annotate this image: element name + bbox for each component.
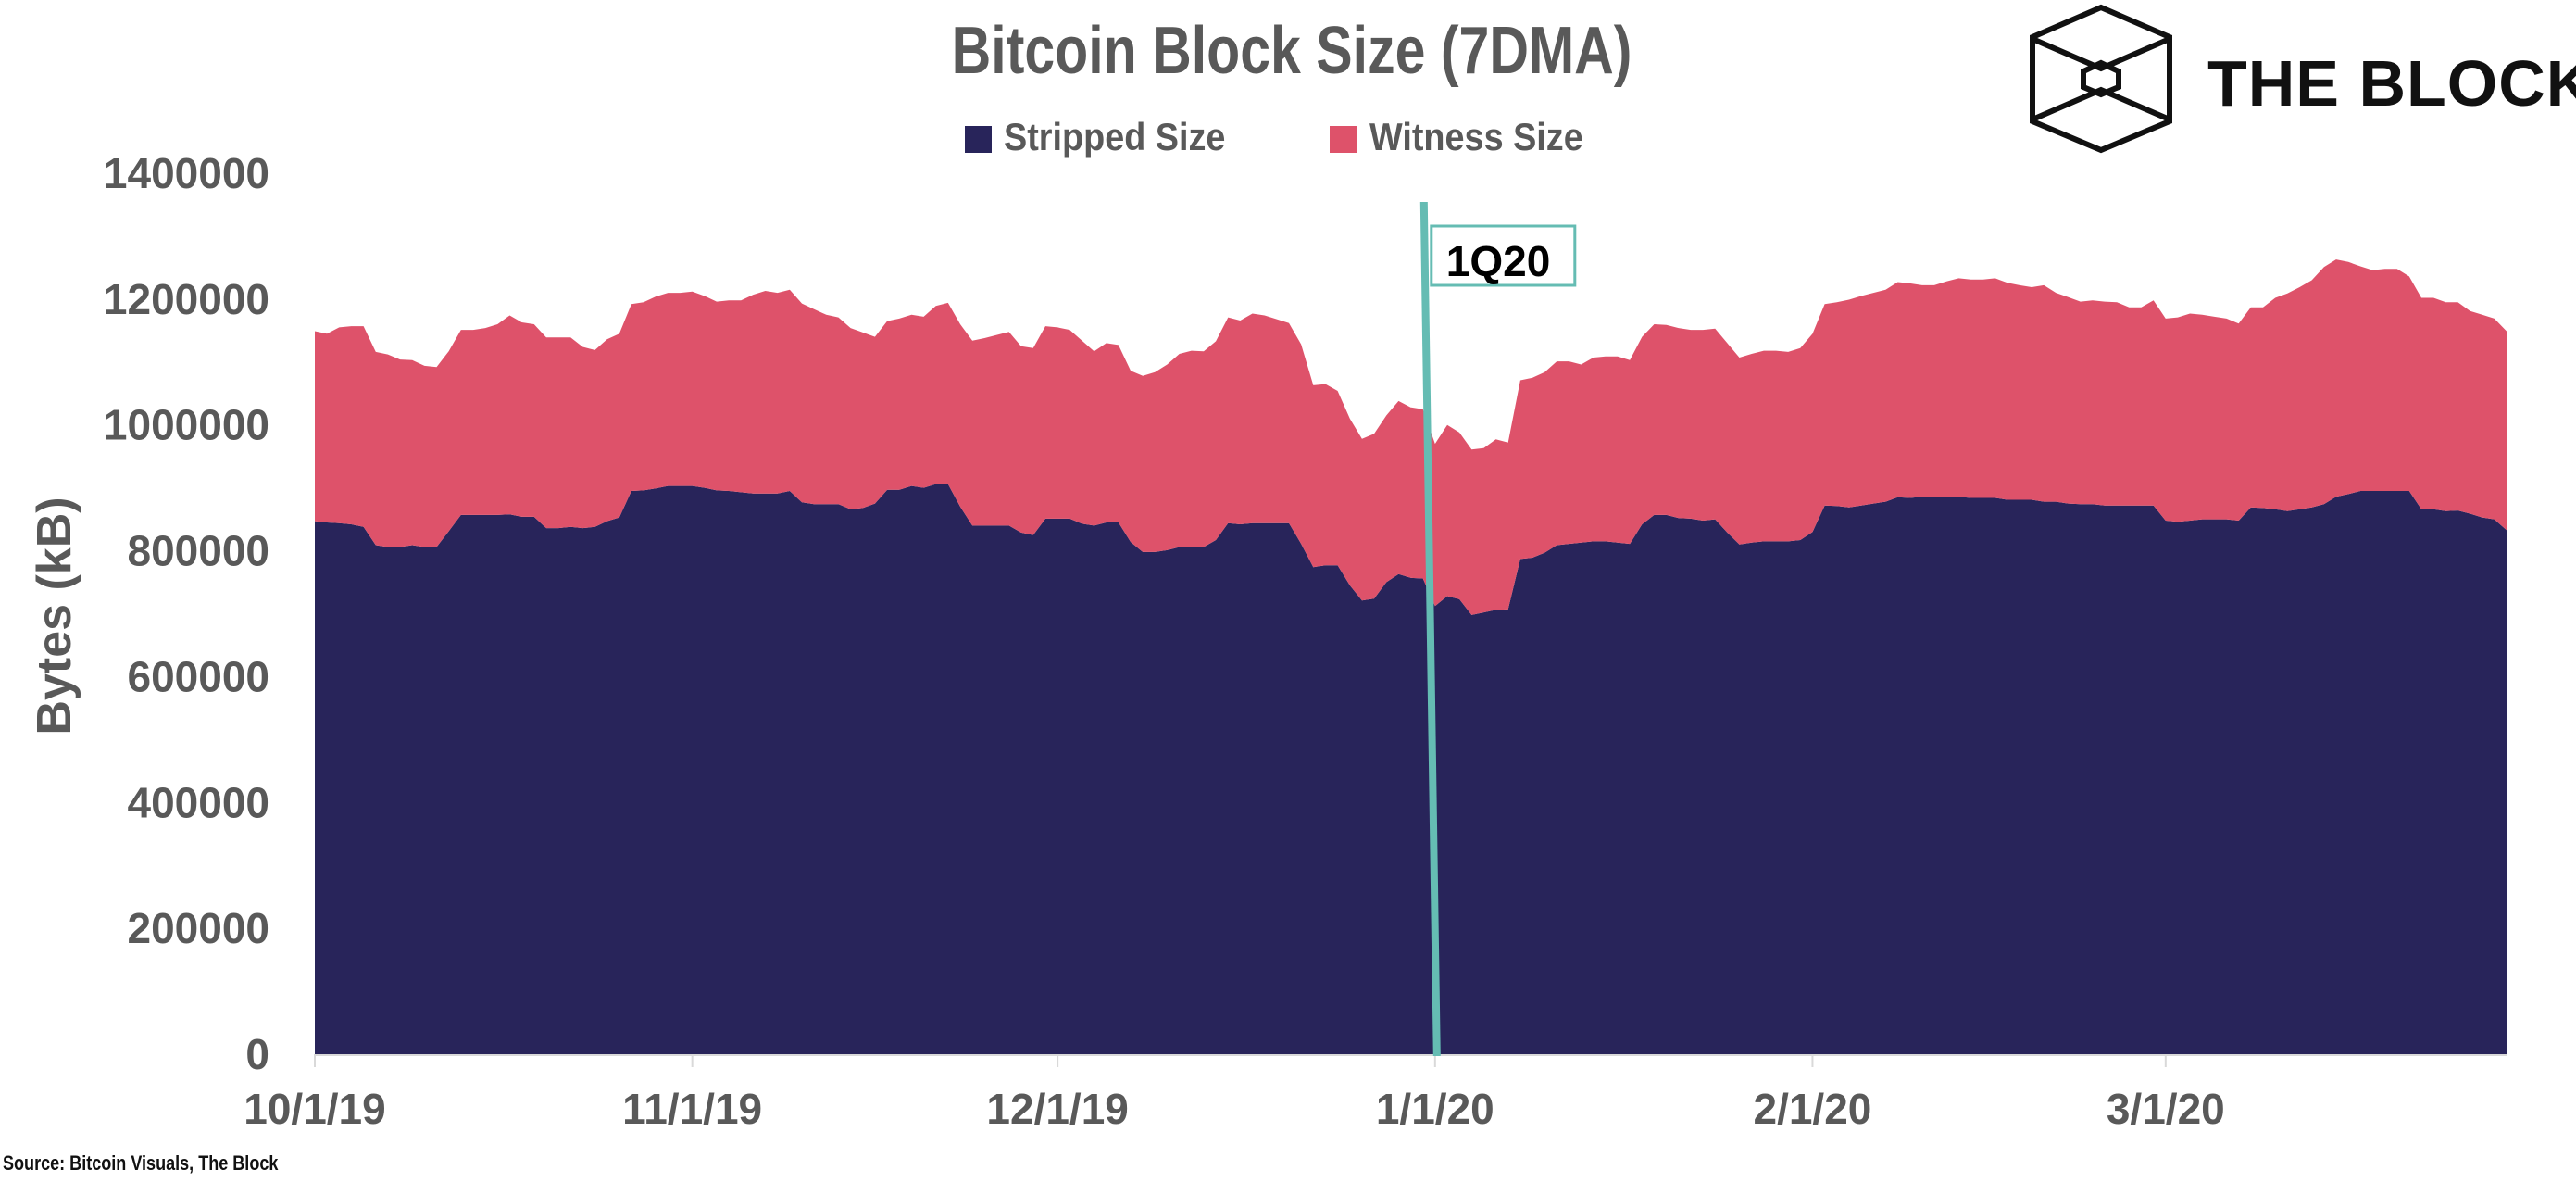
y-axis-title: Bytes (kB) (28, 497, 81, 735)
x-tick-label: 3/1/20 (2107, 1085, 2225, 1133)
source-note: Source: Bitcoin Visuals, The Block (3, 1151, 279, 1175)
y-tick-label: 600000 (128, 652, 270, 700)
chart-title-text: Bitcoin Block Size (7DMA) (951, 14, 1632, 88)
logo-text: THE BLOCK (2207, 47, 2576, 119)
quarter-marker-line (1419, 201, 1441, 1057)
logo-upper-v (2031, 36, 2171, 72)
logo-inner-hexagon (2081, 59, 2121, 98)
quarter-marker-box (1430, 224, 1577, 287)
logo-outer-hexagon (2030, 4, 2172, 154)
y-tick-label: 1000000 (104, 401, 269, 449)
y-tick-label: 1200000 (104, 275, 269, 323)
logo-lower-v (2031, 86, 2171, 122)
y-tick-label: 1400000 (104, 149, 269, 197)
x-tick-label: 11/1/19 (622, 1085, 762, 1133)
legend-swatch-stripped (965, 126, 992, 153)
area-stripped-size (315, 484, 2507, 1054)
legend-swatch-witness (1330, 126, 1357, 153)
chart-title: Bitcoin Block Size (7DMA) (0, 13, 2576, 89)
x-tick-label: 10/1/19 (244, 1085, 385, 1133)
x-tick-label: 2/1/20 (1753, 1085, 1871, 1133)
legend-label-witness: Witness Size (1369, 115, 1583, 158)
the-block-logo-icon (2030, 4, 2172, 154)
area-witness-size (315, 259, 2507, 615)
x-tick-label: 1/1/20 (1376, 1085, 1494, 1133)
legend-label-stripped: Stripped Size (1004, 115, 1226, 158)
y-tick-label: 400000 (128, 778, 270, 826)
y-tick-label: 800000 (128, 527, 270, 575)
y-tick-label: 0 (245, 1030, 269, 1078)
y-tick-label: 200000 (128, 904, 270, 952)
quarter-marker-label: 1Q20 (1446, 237, 1551, 285)
x-tick-label: 12/1/19 (986, 1085, 1128, 1133)
